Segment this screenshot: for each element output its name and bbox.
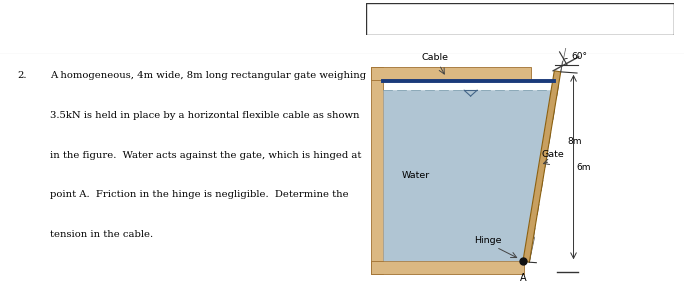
Bar <box>371 67 531 80</box>
Text: 2.: 2. <box>17 71 27 80</box>
Text: Hinge: Hinge <box>474 236 502 245</box>
Text: Cable: Cable <box>421 53 448 62</box>
Polygon shape <box>523 71 561 262</box>
Text: point A.  Friction in the hinge is negligible.  Determine the: point A. Friction in the hinge is neglig… <box>50 190 348 199</box>
Text: Gate: Gate <box>541 150 564 159</box>
Text: Water: Water <box>402 171 430 180</box>
Text: 8m: 8m <box>568 137 582 146</box>
Text: A homogeneous, 4m wide, 8m long rectangular gate weighing: A homogeneous, 4m wide, 8m long rectangu… <box>50 71 366 80</box>
Text: tension in the cable.: tension in the cable. <box>50 230 153 239</box>
Bar <box>383 80 524 261</box>
Text: in the figure.  Water acts against the gate, which is hinged at: in the figure. Water acts against the ga… <box>50 151 361 160</box>
Text: 6m: 6m <box>577 163 591 171</box>
Text: 60°: 60° <box>572 52 588 61</box>
Text: 3.5kN is held in place by a horizontal flexible cable as shown: 3.5kN is held in place by a horizontal f… <box>50 111 359 120</box>
Bar <box>371 261 524 274</box>
Bar <box>371 67 383 274</box>
Text: A: A <box>520 273 526 283</box>
Polygon shape <box>383 90 551 261</box>
